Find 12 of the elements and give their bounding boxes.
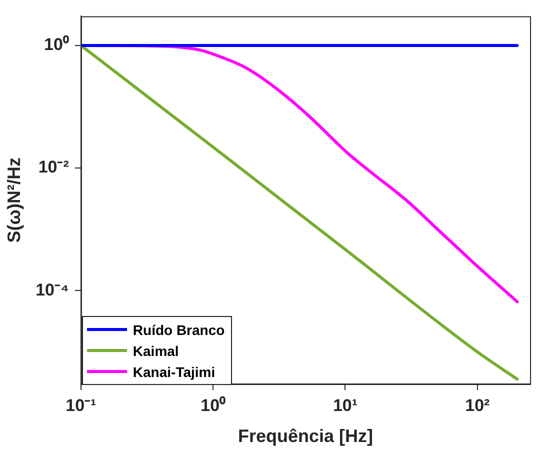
y-tick-label: 10⁻⁴ [36,280,69,300]
y-tick-label: 10⁻² [38,158,70,177]
y-axis-title: S(ω)N²/Hz [4,158,24,243]
legend-label: Ruído Branco [132,322,225,338]
y-tick-label: 10⁰ [44,35,69,54]
x-tick-label: 10⁻¹ [66,396,97,415]
x-tick-label: 10² [465,396,490,415]
x-axis-title: Frequência [Hz] [238,426,373,446]
legend-label: Kanai-Tajimi [132,364,216,380]
x-tick-label: 10⁰ [200,396,226,415]
legend-label: Kaimal [132,342,179,358]
x-tick-label: 10¹ [332,396,358,415]
